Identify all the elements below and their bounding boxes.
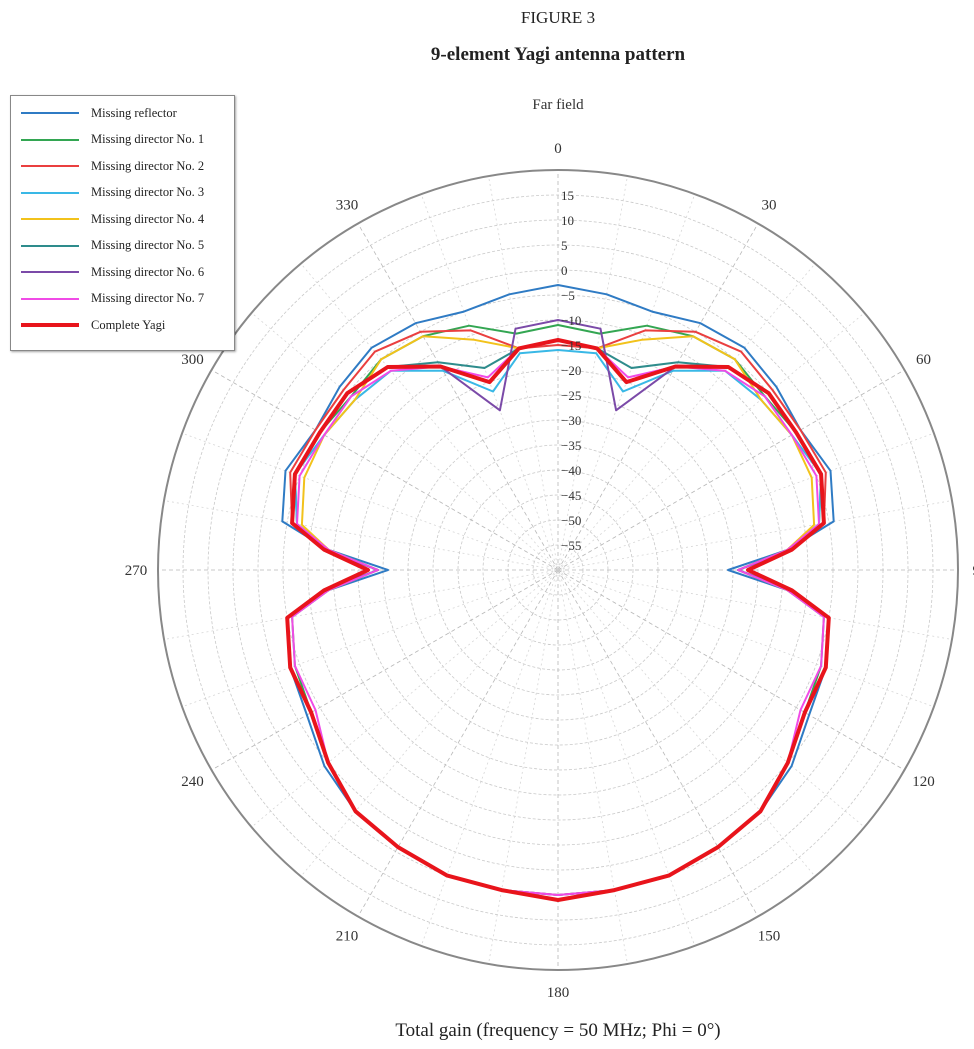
- grid-spoke: [557, 432, 935, 571]
- legend-swatch: [21, 271, 79, 273]
- legend-swatch: [21, 138, 79, 141]
- plot-series: [281, 284, 835, 902]
- legend-label: Missing director No. 5: [91, 238, 205, 252]
- legend-item: Missing director No. 7: [21, 289, 204, 309]
- grid-spoke: [557, 223, 759, 571]
- angle-tick-label: 300: [181, 352, 204, 368]
- legend-label: Missing director No. 2: [91, 158, 205, 173]
- radial-tick-label: −20: [561, 363, 581, 378]
- angle-tick-label: 330: [336, 198, 359, 214]
- grid-spoke: [420, 569, 559, 947]
- legend: Missing reflector Missing director No. 1 M…: [10, 95, 235, 351]
- angle-tick-label: 270: [125, 563, 148, 579]
- grid-spoke: [557, 569, 628, 964]
- legend-item: Missing director No. 1: [21, 130, 204, 150]
- radial-tick-label: −55: [561, 538, 581, 553]
- legend-item: Missing director No. 4: [21, 209, 204, 229]
- grid-circle: [432, 444, 684, 696]
- polar-grid: [157, 169, 959, 971]
- angle-tick-label: 240: [181, 774, 204, 790]
- grid-spoke: [181, 432, 559, 571]
- x-axis-label: Total gain (frequency = 50 MHz; Phi = 0°…: [395, 1020, 720, 1041]
- grid-circle: [257, 269, 859, 871]
- radial-tick-label: 10: [561, 213, 574, 228]
- legend-item: Missing director No. 6: [21, 262, 204, 282]
- legend-swatch: [21, 244, 79, 247]
- figure-title: 9-element Yagi antenna pattern: [430, 44, 686, 65]
- radial-tick-label: −30: [561, 413, 581, 428]
- grid-spoke: [488, 176, 559, 571]
- angle-tick-label: 120: [912, 774, 935, 790]
- grid-spoke: [357, 223, 559, 571]
- grid-spoke: [557, 263, 816, 571]
- grid-spoke: [251, 569, 559, 828]
- legend-label: Complete Yagi: [91, 317, 166, 332]
- radial-tick-label: −40: [561, 463, 581, 478]
- grid-spoke: [557, 176, 628, 571]
- legend-item: Missing director No. 2: [21, 156, 204, 176]
- grid-spoke: [557, 369, 905, 571]
- grid-spoke: [181, 569, 559, 708]
- legend-swatch: [21, 218, 79, 220]
- grid-spoke: [211, 369, 559, 571]
- radial-tick-label: −15: [561, 338, 581, 353]
- radial-tick-label: 5: [561, 238, 568, 253]
- angle-tick-label: 60: [916, 352, 931, 368]
- grid-spoke: [557, 569, 696, 947]
- radial-tick-label: −5: [561, 288, 575, 303]
- legend-swatch: [21, 297, 79, 300]
- grid-spoke: [557, 569, 865, 828]
- grid-spoke: [300, 569, 559, 877]
- grid-spoke: [557, 569, 935, 708]
- grid-spoke: [557, 500, 952, 571]
- figure-label: FIGURE 3: [520, 8, 596, 27]
- outer-ring: [157, 169, 959, 971]
- grid-circle: [482, 494, 634, 646]
- grid-spoke: [251, 312, 559, 571]
- angle-tick-label: 0: [554, 141, 562, 157]
- grid-spoke: [300, 263, 559, 571]
- legend-label: Missing director No. 4: [91, 211, 205, 226]
- grid-spoke: [488, 569, 559, 964]
- legend-item: Missing director No. 3: [21, 183, 204, 203]
- grid-spoke: [557, 312, 865, 571]
- grid-spoke: [211, 569, 559, 771]
- series-line-9: [285, 338, 831, 902]
- grid-spoke: [557, 569, 905, 771]
- grid-spoke: [557, 569, 816, 877]
- legend-swatch: [21, 191, 79, 194]
- grid-spoke: [164, 500, 559, 571]
- angle-tick-label: 150: [758, 928, 781, 944]
- legend-label: Missing director No. 6: [91, 264, 205, 279]
- radial-tick-label: −10: [561, 313, 581, 328]
- legend-label: Missing reflector: [91, 105, 177, 120]
- radial-tick-label: 0: [561, 263, 568, 278]
- radial-tick-label: −45: [561, 488, 581, 503]
- axis-labels: 15 10 5 0 −5 −10 −15 −20 −25 −30 −35 −40 −45 −50 −55 0 3…: [125, 141, 974, 1001]
- grid-spoke: [357, 569, 559, 917]
- radial-tick-label: −25: [561, 388, 581, 403]
- radial-tick-label: −50: [561, 513, 581, 528]
- grid-spoke: [557, 569, 952, 640]
- legend-item: Missing reflector: [21, 103, 177, 123]
- legend-label: Missing director No. 1: [91, 132, 205, 146]
- series-line-8: [291, 339, 825, 896]
- legend-label: Missing director No. 3: [91, 185, 205, 199]
- legend-swatch: [21, 112, 79, 114]
- angle-tick-label: 90: [973, 563, 974, 579]
- legend-swatch: [21, 165, 79, 167]
- radial-tick-label: 15: [561, 188, 574, 203]
- angle-tick-label: 180: [547, 985, 570, 1001]
- grid-spoke: [557, 569, 759, 917]
- legend-swatch: [21, 323, 79, 327]
- angle-tick-label: 30: [762, 198, 777, 214]
- legend-label: Missing director No. 7: [91, 291, 205, 305]
- chart-title: Far field: [532, 97, 584, 113]
- legend-item: Missing director No. 5: [21, 236, 204, 256]
- angle-tick-label: 210: [336, 928, 359, 944]
- grid-spoke: [164, 569, 559, 640]
- radial-tick-label: −35: [561, 438, 581, 453]
- legend-item: Complete Yagi: [21, 315, 165, 335]
